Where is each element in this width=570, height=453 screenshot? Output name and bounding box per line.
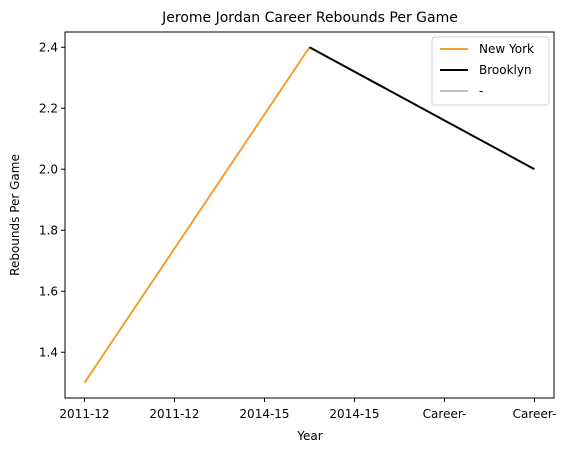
y-axis-label: Rebounds Per Game bbox=[8, 154, 22, 276]
y-tick-label: 2.2 bbox=[39, 101, 58, 115]
legend: New York Brooklyn - bbox=[431, 36, 550, 106]
legend-label: - bbox=[479, 84, 483, 98]
x-axis: 2011-12 2011-12 2014-15 2014-15 Career- Caree… bbox=[59, 398, 556, 421]
plot-frame bbox=[64, 31, 555, 399]
x-tick-label: 2014-15 bbox=[329, 407, 379, 421]
y-axis: 1.4 1.6 1.8 2.0 2.2 2.4 bbox=[39, 40, 65, 359]
x-tick-label: Career- bbox=[513, 407, 557, 421]
x-tick-label: 2011-12 bbox=[59, 407, 109, 421]
y-tick-label: 1.8 bbox=[39, 223, 58, 237]
legend-entries: New York Brooklyn - bbox=[440, 42, 534, 98]
legend-label: New York bbox=[479, 42, 534, 56]
y-tick-label: 2.0 bbox=[39, 162, 58, 176]
legend-label: Brooklyn bbox=[479, 63, 532, 77]
series-layer bbox=[83, 46, 535, 384]
chart-title: Jerome Jordan Career Rebounds Per Game bbox=[161, 10, 458, 26]
y-tick-label: 1.4 bbox=[39, 345, 58, 359]
series-line-brooklyn bbox=[309, 46, 535, 171]
y-tick-label: 2.4 bbox=[39, 40, 58, 54]
x-tick-label: Career- bbox=[423, 407, 467, 421]
x-axis-label: Year bbox=[296, 429, 322, 443]
y-tick-label: 1.6 bbox=[39, 284, 58, 298]
plot-area bbox=[64, 31, 555, 399]
legend-frame bbox=[431, 36, 550, 106]
series-line-new-york bbox=[83, 46, 311, 384]
x-tick-label: 2011-12 bbox=[149, 407, 199, 421]
x-tick-label: 2014-15 bbox=[239, 407, 289, 421]
